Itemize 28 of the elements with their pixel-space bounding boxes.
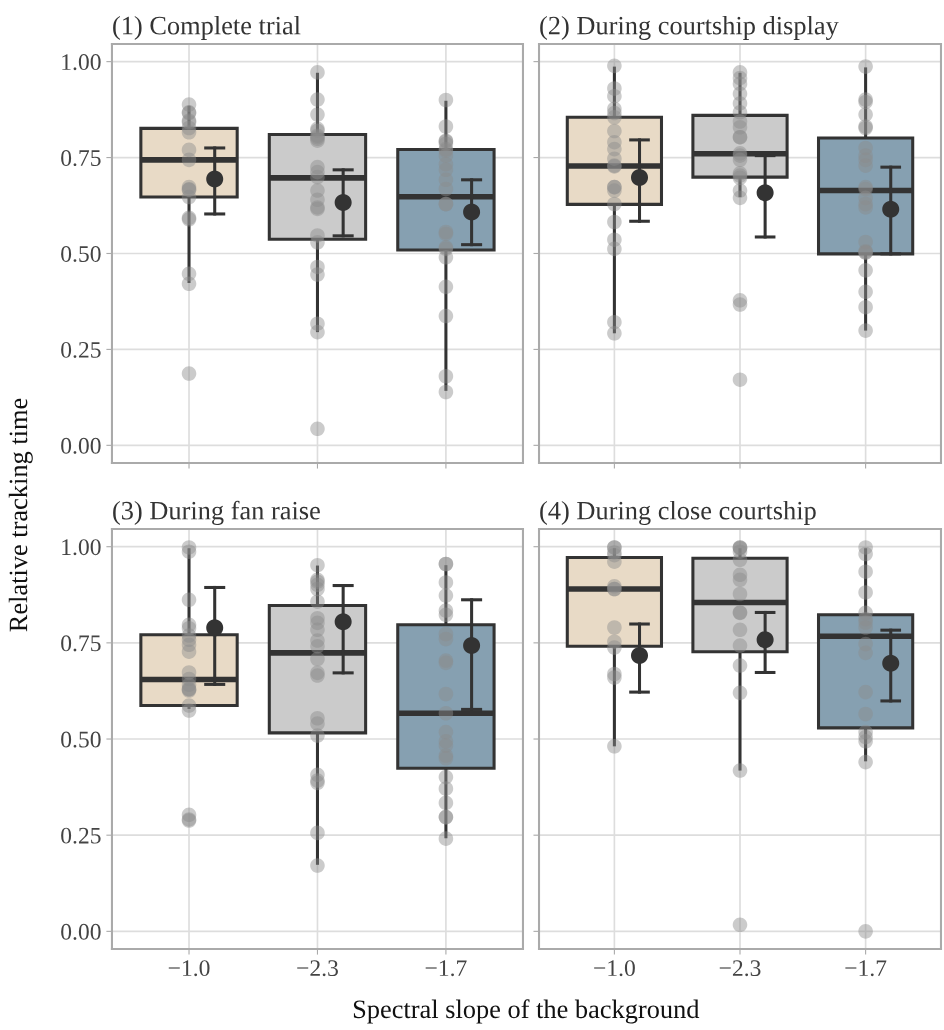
y-tick-label: 0.25 <box>61 827 101 844</box>
x-tick-label: −1.0 <box>168 960 210 977</box>
point <box>334 193 352 211</box>
y-tick-label: 0.75 <box>61 150 101 167</box>
point <box>334 613 352 631</box>
y-tick-label: 1.00 <box>62 54 101 71</box>
y-tick-label: 0.50 <box>61 731 101 748</box>
x-tick-label: −2.3 <box>297 960 338 977</box>
x-axis-title: Spectral slope of the background <box>353 999 700 1024</box>
x-tick-label: −2.3 <box>719 960 761 977</box>
y-tick-label: 0.75 <box>61 635 101 652</box>
y-tick-label: 0.00 <box>61 437 101 454</box>
x-tick-label: −1.0 <box>594 960 635 977</box>
chart-title: (3) During fan raise <box>113 500 320 525</box>
y-tick-label: 1.00 <box>62 539 101 556</box>
y-tick-label: 0.00 <box>61 923 101 940</box>
y-tick-label: 0.50 <box>61 245 101 263</box>
point <box>206 170 224 188</box>
x-tick-label: −1.7 <box>845 960 887 977</box>
point <box>463 203 481 221</box>
y-axis-title: Relative tracking time <box>8 398 33 632</box>
point <box>463 637 481 655</box>
chart-title: (1) Complete trial <box>113 15 301 40</box>
y-tick-label: 0.25 <box>61 341 101 358</box>
point <box>206 619 224 637</box>
chart-title: (2) During courtship display <box>540 15 839 40</box>
chart-title: (4) During close courtship <box>540 500 816 525</box>
x-tick-label: −1.7 <box>425 960 467 977</box>
